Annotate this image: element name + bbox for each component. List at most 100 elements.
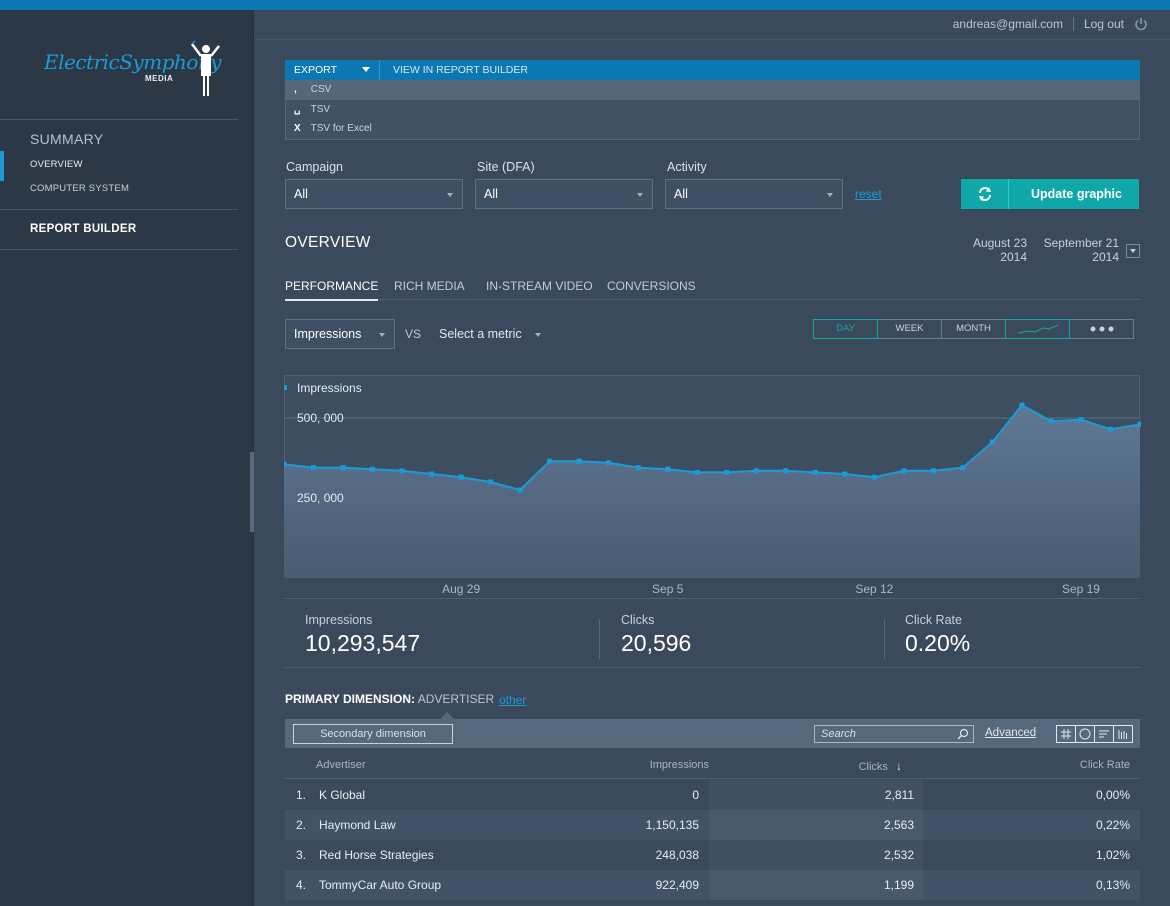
table-view-button[interactable] (1056, 725, 1076, 743)
tab-conversions[interactable]: CONVERSIONS (607, 279, 696, 293)
data-point[interactable] (1107, 426, 1113, 432)
sidebar-scrollbar[interactable] (250, 452, 254, 532)
activity-select[interactable]: All (665, 179, 843, 209)
primary-metric-select[interactable]: Impressions (285, 319, 395, 349)
columns-view-button[interactable] (1113, 725, 1133, 743)
data-point[interactable] (311, 465, 317, 471)
row-rank: 2. (296, 818, 307, 832)
logout-link[interactable]: Log out (1083, 17, 1124, 31)
search-icon (957, 728, 969, 740)
data-point[interactable] (694, 469, 700, 475)
granularity-week[interactable]: WEEK (877, 319, 942, 339)
data-point[interactable] (340, 465, 346, 471)
stat-divider (884, 619, 885, 659)
view-in-report-builder-link[interactable]: VIEW IN REPORT BUILDER (393, 64, 528, 76)
column-header-impressions[interactable]: Impressions (649, 759, 709, 771)
data-point[interactable] (989, 439, 995, 445)
data-point[interactable] (812, 469, 818, 475)
data-point[interactable] (665, 466, 671, 472)
data-point[interactable] (284, 461, 287, 467)
more-options-button[interactable] (1069, 319, 1134, 339)
table-row[interactable]: 1. K Global 0 2,811 0,00% (285, 780, 1140, 810)
site-select[interactable]: All (475, 179, 653, 209)
data-point[interactable] (547, 458, 553, 464)
secondary-dimension-button[interactable]: Secondary dimension (293, 724, 453, 744)
row-impressions: 0 (692, 788, 699, 802)
chevron-down-icon (827, 193, 833, 197)
granularity-month[interactable]: MONTH (941, 319, 1006, 339)
data-point[interactable] (576, 458, 582, 464)
column-header-click-rate[interactable]: Click Rate (1079, 759, 1130, 771)
campaign-select[interactable]: All (285, 179, 463, 209)
row-click-rate: 0,22% (1095, 818, 1130, 832)
data-point[interactable] (930, 468, 936, 474)
other-dimension-link[interactable]: other (499, 693, 527, 707)
tsv-icon: ␣ (294, 104, 301, 115)
dimension-pointer (440, 712, 454, 719)
export-toolbar: EXPORT VIEW IN REPORT BUILDER (285, 60, 1140, 80)
date-start[interactable]: August 23 2014 (960, 236, 1027, 264)
data-point[interactable] (842, 471, 848, 477)
power-icon[interactable] (1134, 17, 1148, 31)
data-point[interactable] (517, 487, 523, 493)
export-option-label: CSV (310, 84, 332, 95)
export-option-tsv-excel[interactable]: X TSV for Excel (286, 119, 1139, 139)
data-point[interactable] (871, 474, 877, 480)
sidebar-item-overview[interactable]: OVERVIEW (30, 159, 83, 170)
table-row[interactable]: 3. Red Horse Strategies 248,038 2,532 1,… (285, 840, 1140, 870)
advanced-filter-link[interactable]: Advanced (985, 727, 1037, 739)
data-point[interactable] (1078, 417, 1084, 423)
bar-view-button[interactable] (1094, 725, 1114, 743)
line-chart-view-button[interactable] (1005, 319, 1070, 339)
data-point[interactable] (960, 465, 966, 471)
export-option-label: TSV (310, 104, 331, 115)
date-end[interactable]: September 21 2014 (1035, 236, 1119, 264)
sidebar-item-report-builder[interactable]: REPORT BUILDER (30, 223, 137, 235)
data-point[interactable] (753, 468, 759, 474)
primary-dimension-value[interactable]: ADVERTISER (417, 692, 495, 706)
column-header-clicks[interactable]: Clicks ↓ (859, 759, 902, 773)
sidebar-section-summary[interactable]: SUMMARY (30, 131, 104, 147)
tab-in-stream-video[interactable]: IN-STREAM VIDEO (486, 279, 593, 293)
data-point[interactable] (458, 474, 464, 480)
data-point[interactable] (1137, 421, 1142, 427)
table-row[interactable]: 2. Haymond Law 1,150,135 2,563 0,22% (285, 810, 1140, 840)
granularity-day[interactable]: DAY (813, 319, 878, 339)
tab-performance[interactable]: PERFORMANCE (285, 279, 379, 301)
data-point[interactable] (606, 460, 612, 466)
reset-link[interactable]: reset (855, 187, 882, 201)
stat-click-rate: Click Rate 0.20% (905, 613, 970, 657)
export-button[interactable]: EXPORT (285, 60, 380, 80)
data-point[interactable] (783, 468, 789, 474)
tab-rich-media[interactable]: RICH MEDIA (394, 279, 465, 293)
data-point[interactable] (429, 471, 435, 477)
sorted-column-highlight (710, 840, 923, 870)
search-input[interactable]: Search (814, 725, 974, 743)
column-header-advertiser[interactable]: Advertiser (316, 759, 366, 771)
table-view-toggle (1056, 725, 1133, 743)
x-tick-label: Sep 12 (855, 582, 893, 596)
export-option-tsv[interactable]: ␣ TSV (286, 100, 1139, 120)
chevron-down-icon (1130, 249, 1136, 253)
update-graphic-button[interactable]: Update graphic (961, 179, 1139, 209)
data-point[interactable] (635, 465, 641, 471)
brand-logo[interactable]: ElectricSymphony MEDIA (40, 40, 230, 110)
row-clicks: 1,199 (883, 878, 914, 892)
row-rank: 3. (296, 848, 307, 862)
data-point[interactable] (1019, 402, 1025, 408)
sidebar-item-computer-system[interactable]: COMPUTER SYSTEM (30, 183, 130, 194)
data-point[interactable] (399, 468, 405, 474)
table-row[interactable]: 4. TommyCar Auto Group 922,409 1,199 0,1… (285, 870, 1140, 900)
table-header: Advertiser Impressions Clicks ↓ Click Ra… (285, 755, 1140, 779)
export-option-csv[interactable]: , CSV (286, 80, 1139, 100)
data-point[interactable] (488, 479, 494, 485)
data-point[interactable] (370, 466, 376, 472)
data-point[interactable] (1048, 418, 1054, 424)
stats-summary: Impressions 10,293,547 Clicks 20,596 Cli… (285, 598, 1140, 668)
date-range-dropdown[interactable] (1126, 244, 1140, 258)
conductor-icon (191, 40, 220, 96)
pie-view-button[interactable] (1075, 725, 1095, 743)
secondary-metric-select[interactable]: Select a metric (439, 327, 542, 341)
data-point[interactable] (901, 468, 907, 474)
data-point[interactable] (724, 469, 730, 475)
